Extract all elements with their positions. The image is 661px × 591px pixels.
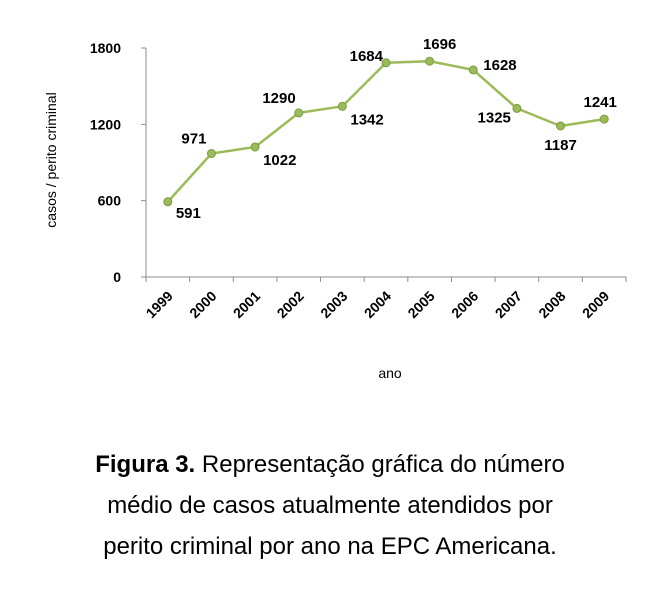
data-point <box>512 103 522 113</box>
x-ticks: 1999 2000 2001 2002 2003 2004 2005 2006 2007 2008… <box>143 277 627 321</box>
x-tick-label: 2002 <box>274 288 307 321</box>
y-tick-label: 1800 <box>90 40 121 56</box>
caption-line-2: médio de casos atualmente atendidos por <box>107 492 553 519</box>
data-point <box>206 148 216 158</box>
x-tick-label: 1999 <box>143 288 176 321</box>
x-tick-label: 2001 <box>230 288 263 321</box>
chart-axes <box>145 48 626 278</box>
x-tick-label: 2009 <box>579 288 612 321</box>
data-label: 1696 <box>423 36 456 53</box>
x-tick-label: 2006 <box>448 288 481 321</box>
data-point <box>337 101 347 111</box>
data-label: 591 <box>176 205 201 222</box>
y-tick-label: 0 <box>113 269 121 285</box>
x-tick-label: 2005 <box>404 288 437 321</box>
data-point <box>250 142 260 152</box>
x-tick-label: 2008 <box>535 288 568 321</box>
data-point <box>599 114 609 124</box>
x-tick-label: 2000 <box>186 288 219 321</box>
y-axis-title: casos / perito criminal <box>43 92 59 227</box>
data-label: 1628 <box>483 57 516 74</box>
caption-line-3: perito criminal por ano na EPC Americana… <box>103 533 557 560</box>
caption-line-1: Figura 3. Representação gráfica do númer… <box>20 444 640 485</box>
line-chart: 0 600 1200 1800 1999 2000 2001 2002 2003 2004 200… <box>43 36 627 381</box>
data-labels: 591 971 1022 1290 1342 1684 1696 1628 1325 1187 12… <box>176 36 617 222</box>
data-label: 1187 <box>544 137 577 154</box>
data-label: 1022 <box>263 152 296 169</box>
data-point <box>381 58 391 68</box>
data-label: 1684 <box>350 48 384 65</box>
data-label: 1290 <box>262 90 295 107</box>
y-tick-label: 600 <box>98 193 122 209</box>
x-tick-label: 2004 <box>361 288 394 321</box>
x-axis-title: ano <box>378 365 402 381</box>
x-tick-label: 2007 <box>492 288 525 321</box>
series-polyline <box>166 59 605 203</box>
data-point <box>425 56 435 66</box>
data-label: 1325 <box>478 109 511 126</box>
y-ticks: 0 600 1200 1800 <box>90 40 146 285</box>
data-point <box>468 65 478 75</box>
caption-figure-number: Figura 3. <box>95 451 196 478</box>
data-point <box>294 108 304 118</box>
caption-line-1-text: Representação gráfica do número <box>195 451 565 478</box>
series-line <box>163 56 609 207</box>
data-point <box>556 121 566 131</box>
figure-caption: Figura 3. Representação gráfica do númer… <box>20 444 640 567</box>
data-label: 971 <box>181 130 206 147</box>
data-label: 1342 <box>350 111 383 128</box>
x-tick-label: 2003 <box>317 288 350 321</box>
data-point <box>163 197 173 207</box>
y-tick-label: 1200 <box>90 116 121 132</box>
data-label: 1241 <box>583 94 616 111</box>
